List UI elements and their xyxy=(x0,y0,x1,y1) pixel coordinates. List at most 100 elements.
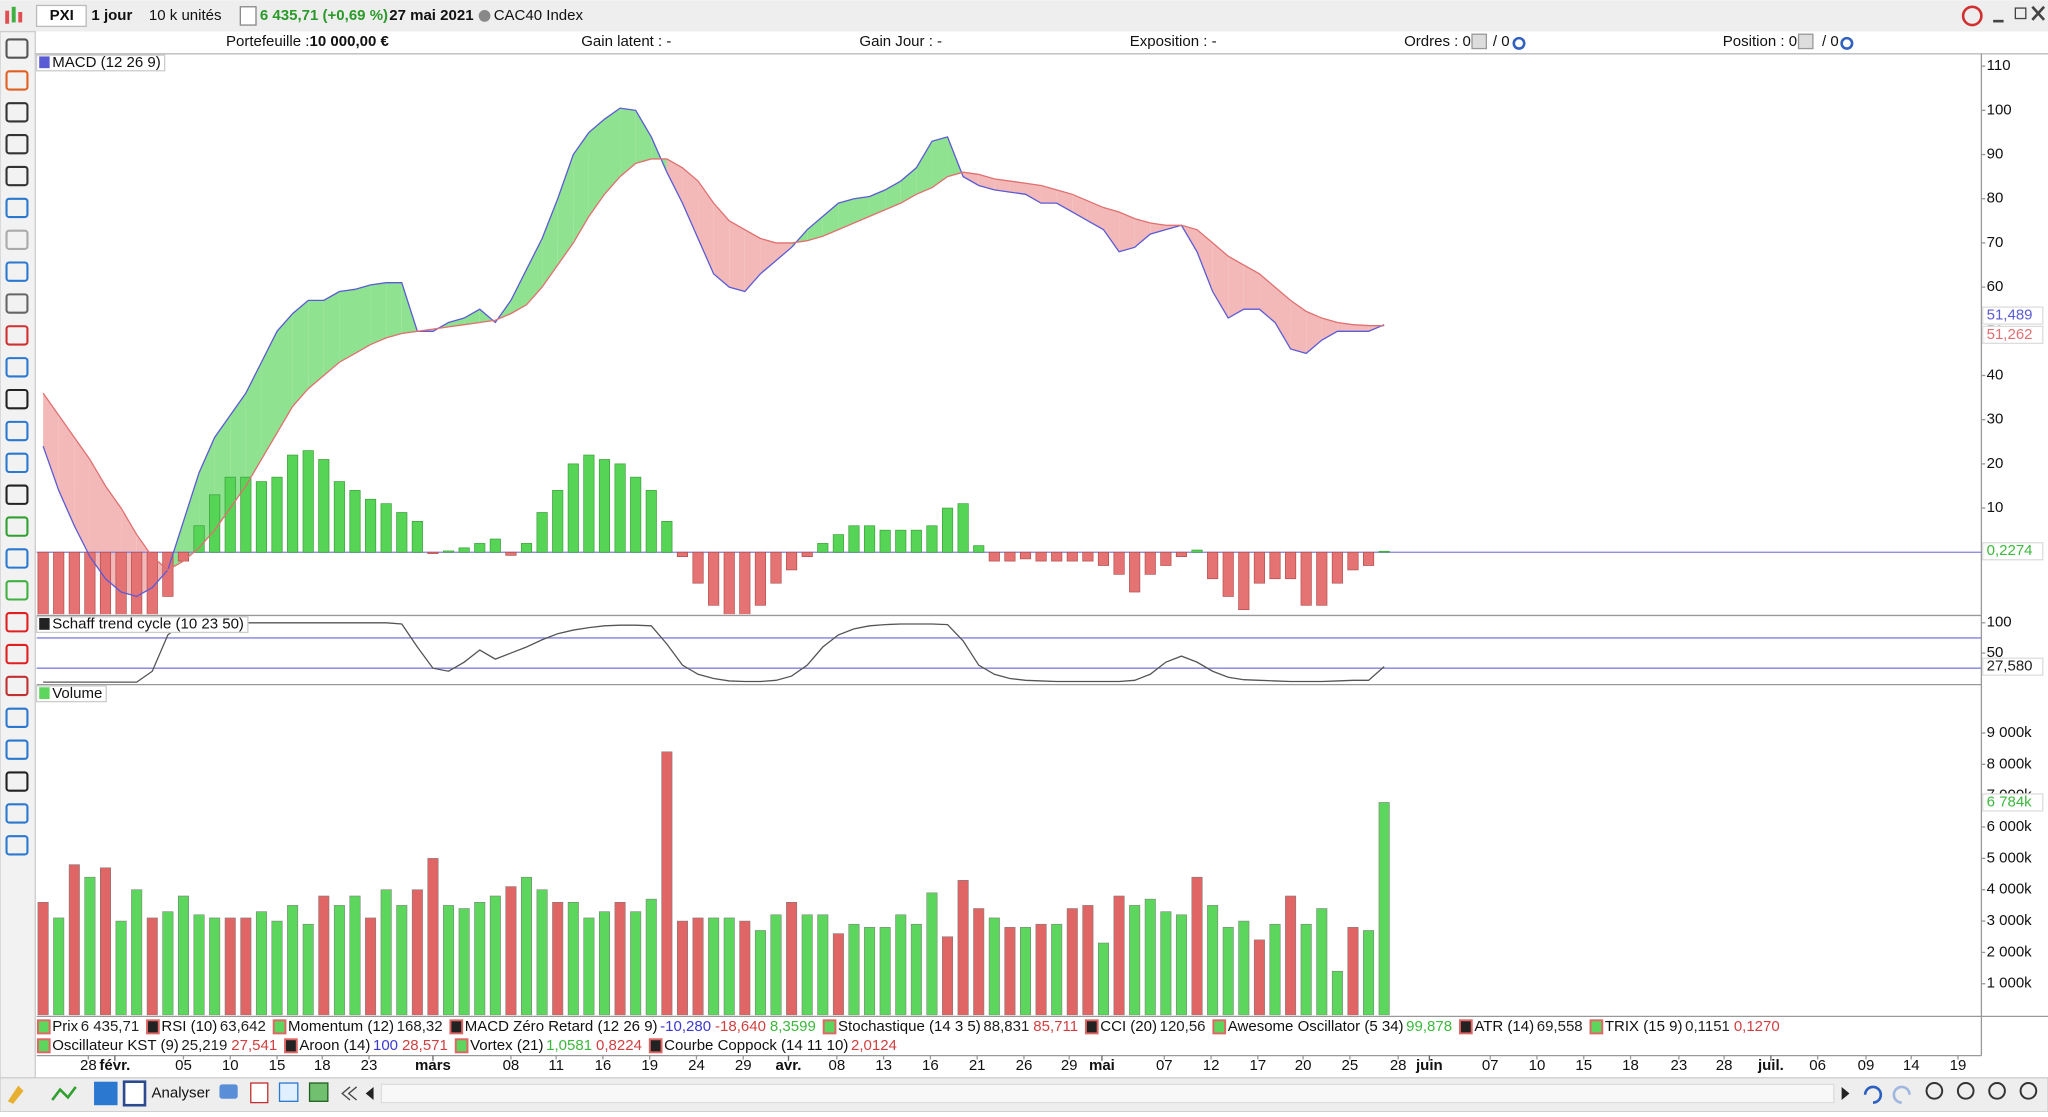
tool-button[interactable] xyxy=(5,325,29,346)
tool-button[interactable] xyxy=(5,293,29,314)
legend-name[interactable]: Awesome Oscillator (5 34) xyxy=(1228,1018,1404,1035)
tool-button[interactable] xyxy=(5,612,29,633)
macd-fill xyxy=(1243,265,1260,310)
volume-bar xyxy=(1066,908,1078,1016)
panel-title-text: Schaff trend cycle (10 23 50) xyxy=(52,616,244,633)
volume-bar xyxy=(365,917,377,1016)
volume-bar xyxy=(68,864,80,1016)
legend-name[interactable]: Stochastique (14 3 5) xyxy=(838,1018,981,1035)
symbol[interactable]: PXI xyxy=(50,7,74,24)
legend-icon[interactable] xyxy=(36,1038,51,1054)
tool-button[interactable] xyxy=(5,835,29,856)
window-controls[interactable] xyxy=(1961,5,2046,27)
legend-icon[interactable] xyxy=(648,1038,663,1054)
tool-button[interactable] xyxy=(5,357,29,378)
histogram-bar xyxy=(941,507,954,553)
tool-button[interactable] xyxy=(5,229,29,250)
tool-button[interactable] xyxy=(5,197,29,219)
x-tick-label: 07 xyxy=(1482,1057,1499,1074)
legend-icon[interactable] xyxy=(146,1019,160,1035)
tool-button[interactable] xyxy=(5,643,29,665)
volume-bar xyxy=(567,901,579,1016)
zoom-icons[interactable] xyxy=(1863,1082,2038,1104)
tool-button[interactable] xyxy=(5,739,29,760)
symbol-box[interactable] xyxy=(35,4,87,28)
legend-icon[interactable] xyxy=(36,1019,51,1035)
tool-button[interactable] xyxy=(5,70,29,91)
volume-bar xyxy=(552,901,564,1016)
macd-fill xyxy=(744,229,761,292)
legend-name[interactable]: Momentum (12) xyxy=(288,1018,394,1035)
legend-name[interactable]: TRIX (15 9) xyxy=(1605,1018,1683,1035)
legend-name[interactable]: RSI (10) xyxy=(161,1018,217,1035)
panel-title-icon xyxy=(39,618,50,630)
tool-button[interactable] xyxy=(5,516,29,537)
legend-icon[interactable] xyxy=(1458,1019,1473,1035)
tool-button[interactable] xyxy=(5,102,29,123)
tool-button[interactable] xyxy=(5,484,29,505)
chart-icon[interactable] xyxy=(5,6,23,24)
period[interactable]: 1 jour xyxy=(91,7,132,24)
legend-icon[interactable] xyxy=(272,1019,287,1035)
legend-name[interactable]: Courbe Coppock (14 11 10) xyxy=(664,1037,848,1054)
tool-button[interactable] xyxy=(5,388,29,410)
scrollbar[interactable] xyxy=(380,1083,1835,1104)
macd-fill xyxy=(1025,183,1042,204)
portfolio-value: 10 000,00 € xyxy=(310,33,390,50)
orders-icon[interactable] xyxy=(1471,33,1488,50)
legend-icon[interactable] xyxy=(1212,1019,1227,1035)
legend-name[interactable]: MACD Zéro Retard (12 26 9) xyxy=(465,1018,658,1035)
legend-name[interactable]: Prix xyxy=(52,1018,78,1035)
volume-bar xyxy=(661,751,673,1016)
month-label: avr. xyxy=(776,1057,802,1074)
y-tick-label: 90 xyxy=(1987,146,2004,163)
legend-icon[interactable] xyxy=(454,1038,469,1054)
macd-line xyxy=(42,158,1385,571)
tool-button[interactable] xyxy=(5,803,29,824)
position-settings[interactable] xyxy=(1840,36,1854,50)
volume-bar xyxy=(380,889,392,1016)
macd-fill xyxy=(1212,242,1229,319)
info-icon[interactable] xyxy=(239,6,257,26)
legend-name[interactable]: ATR (14) xyxy=(1474,1018,1534,1035)
analyze-button[interactable]: Analyser xyxy=(152,1084,210,1101)
tool-button[interactable] xyxy=(5,548,29,569)
legend-icon[interactable] xyxy=(284,1038,298,1054)
histogram-bar xyxy=(318,459,330,553)
legend-icon[interactable] xyxy=(822,1019,837,1035)
tool-button[interactable] xyxy=(5,675,29,697)
tool-button[interactable] xyxy=(5,452,29,474)
bottom-icons[interactable] xyxy=(7,1080,374,1107)
x-tick-label: 12 xyxy=(1203,1057,1220,1074)
legend-name[interactable]: Aroon (14) xyxy=(299,1037,370,1054)
legend-icon[interactable] xyxy=(1084,1019,1099,1035)
volume-bar xyxy=(1175,914,1187,1016)
tool-button[interactable] xyxy=(5,261,29,282)
tool-button[interactable] xyxy=(5,707,29,729)
tool-button[interactable] xyxy=(5,133,29,155)
x-tick-label: 17 xyxy=(1249,1057,1266,1074)
position-icon[interactable] xyxy=(1797,33,1814,50)
legend-icon[interactable] xyxy=(449,1019,464,1035)
tool-button[interactable] xyxy=(5,580,29,601)
value-label-box xyxy=(1982,306,2044,325)
legend-name[interactable]: Vortex (21) xyxy=(470,1037,543,1054)
tool-button[interactable] xyxy=(5,38,29,59)
orders-settings[interactable] xyxy=(1512,36,1526,50)
legend-name[interactable]: Oscillateur KST (9) xyxy=(52,1037,179,1054)
tool-button[interactable] xyxy=(5,771,29,792)
legend-name[interactable]: CCI (20) xyxy=(1100,1018,1157,1035)
tool-button[interactable] xyxy=(5,420,29,442)
position: Position : 0 xyxy=(1723,33,1797,50)
legend-value: 27,541 xyxy=(231,1037,277,1054)
legend-icon[interactable] xyxy=(1589,1019,1604,1035)
tool-button[interactable] xyxy=(5,165,29,187)
histogram-bar xyxy=(240,476,252,553)
histogram-bar xyxy=(474,543,486,553)
units[interactable]: 10 k unités xyxy=(149,7,222,24)
value-label-box xyxy=(1982,542,2044,561)
macd-fill xyxy=(1275,287,1291,349)
y-tick-label: 80 xyxy=(1987,190,2004,207)
histogram-bar xyxy=(1066,551,1078,562)
scroll-right[interactable] xyxy=(1841,1086,1850,1100)
